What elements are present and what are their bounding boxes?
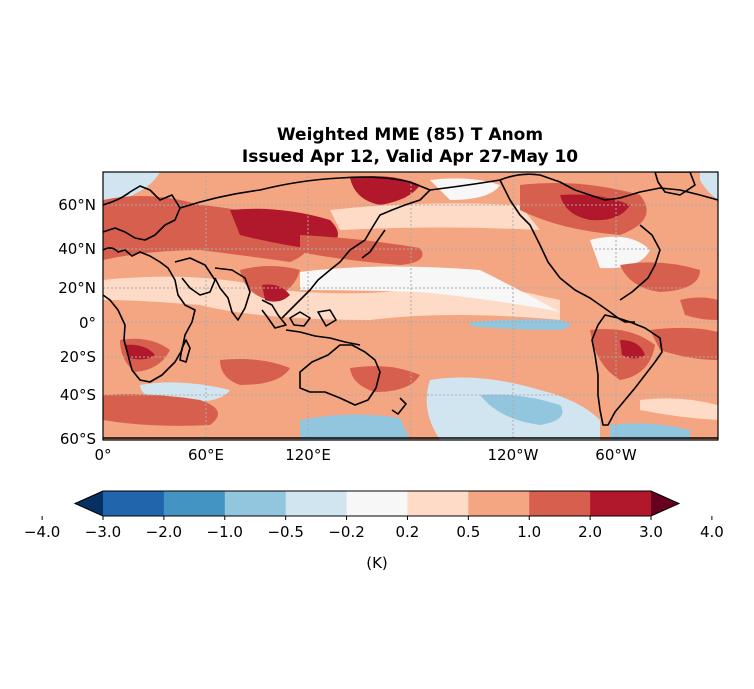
colorbar-label: (K) [366, 554, 388, 572]
lat-label: 60°S [60, 430, 96, 448]
colorbar-segment [468, 491, 530, 516]
lon-label: 120°E [285, 446, 331, 464]
longitude-labels: 0° 60°E 120°E 120°W 60°W [94, 446, 636, 464]
colorbar-segment [224, 491, 287, 516]
colorbar-tick-label: −2.0 [146, 523, 182, 541]
lat-label: 20°N [58, 279, 96, 297]
colorbar-tick-label: 2.0 [578, 523, 602, 541]
temperature-anomaly-field [103, 172, 718, 440]
lat-label: 20°S [60, 348, 96, 366]
lat-label: 40°S [60, 386, 96, 404]
colorbar-tick-label: −3.0 [85, 523, 121, 541]
colorbar-segment [407, 491, 469, 516]
colorbar-segment [103, 491, 165, 516]
colorbar-segment [590, 491, 652, 516]
title-line-2: Issued Apr 12, Valid Apr 27-May 10 [242, 147, 578, 167]
map-frame [102, 171, 719, 441]
coastlines [103, 172, 718, 439]
colorbar-tick-label: 4.0 [700, 523, 724, 541]
colorbar-tick-label: 0.5 [456, 523, 480, 541]
colorbar-tick-label: 0.2 [396, 523, 420, 541]
colorbar-segment [529, 491, 591, 516]
colorbar-segment [163, 491, 226, 516]
colorbar-extend-low [75, 491, 103, 516]
lon-label: 60°W [595, 446, 637, 464]
latitude-labels: 60°N 40°N 20°N 0° 20°S 40°S 60°S [58, 196, 96, 448]
lat-label: 60°N [58, 196, 96, 214]
colorbar-tick-label: −1.0 [207, 523, 243, 541]
colorbar-tick-label: 3.0 [639, 523, 663, 541]
colorbar-segment [285, 491, 348, 516]
lat-label: 0° [79, 314, 96, 332]
lon-label: 0° [94, 446, 111, 464]
colorbar-tick-label: 1.0 [517, 523, 541, 541]
lat-label: 40°N [58, 240, 96, 258]
title-line-1: Weighted MME (85) T Anom [277, 125, 543, 145]
colorbar-segment [346, 491, 408, 516]
colorbar-tick-label: −4.0 [24, 523, 60, 541]
lon-label: 120°W [488, 446, 539, 464]
colorbar-tick-label: −0.2 [328, 523, 364, 541]
colorbar-tick-label: −0.5 [267, 523, 303, 541]
lon-label: 60°E [188, 446, 224, 464]
colorbar-extend-high [651, 491, 679, 516]
colorbar: −4.0 −3.0 −2.0 −1.0 −0.5 −0.2 0.2 0.5 1.0 2.0 3.0 4… [24, 490, 724, 541]
